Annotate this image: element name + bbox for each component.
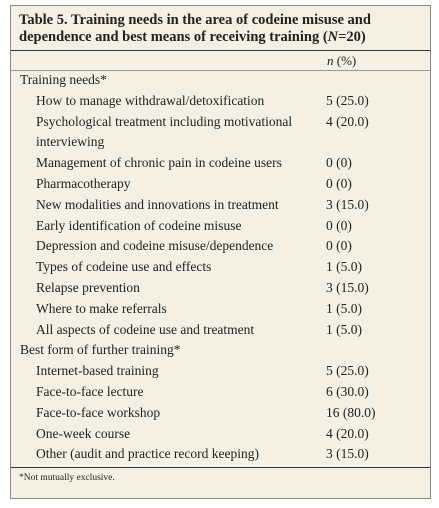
footnote: *Not mutually exclusive.: [19, 473, 115, 483]
rule: [11, 467, 430, 468]
row-label: Early identification of codeine misuse: [36, 217, 242, 233]
row-value: 0 (0): [326, 175, 352, 191]
table-row: New modalities and innovations in treatm…: [11, 195, 430, 216]
title-text: =20): [338, 29, 366, 45]
row-value: 1 (5.0): [326, 300, 362, 316]
row-label: Internet-based training: [36, 363, 159, 379]
table-title: Table 5. Training needs in the area of c…: [19, 12, 419, 46]
table-row: One-week course 4 (20.0): [11, 424, 430, 445]
table-row: Internet-based training 5 (25.0): [11, 361, 430, 382]
row-label: All aspects of codeine use and treatment: [36, 321, 255, 337]
row-value: 1 (5.0): [326, 321, 362, 337]
row-value: 3 (15.0): [326, 446, 369, 462]
row-value: 3 (15.0): [326, 196, 369, 212]
row-label: Pharmacotherapy: [36, 175, 131, 191]
table-frame: Table 5. Training needs in the area of c…: [10, 5, 431, 499]
table-row: How to manage withdrawal/detoxification 5…: [11, 91, 430, 112]
row-label: Other (audit and practice record keeping…: [36, 446, 260, 462]
row-label: Relapse prevention: [36, 279, 140, 295]
row-label: New modalities and innovations in treatm…: [36, 196, 279, 212]
row-label: Face-to-face workshop: [36, 404, 161, 420]
header-italic: n: [327, 53, 334, 68]
row-label: One-week course: [36, 425, 131, 441]
table-row: Management of chronic pain in codeine us…: [11, 153, 430, 174]
row-value: 0 (0): [326, 155, 352, 171]
title-italic: N: [327, 29, 339, 45]
table-row: Face-to-face workshop 16 (80.0): [11, 403, 430, 424]
row-label: Types of codeine use and effects: [36, 259, 212, 275]
row-value: 0 (0): [326, 217, 352, 233]
rule: [11, 50, 430, 51]
row-value: 5 (25.0): [326, 363, 369, 379]
row-value: 4 (20.0): [326, 425, 369, 441]
table-row: Depression and codeine misuse/dependence…: [11, 236, 430, 257]
row-label: Management of chronic pain in codeine us…: [36, 155, 282, 171]
table-body: Training needs* How to manage withdrawal/…: [11, 70, 430, 465]
row-value: 4 (20.0): [326, 113, 369, 129]
section-row: Training needs*: [11, 70, 430, 91]
table-row: Face-to-face lecture 6 (30.0): [11, 382, 430, 403]
row-value: 3 (15.0): [326, 279, 369, 295]
table-row: All aspects of codeine use and treatment…: [11, 320, 430, 341]
row-label: Face-to-face lecture: [36, 383, 144, 399]
section-label: Best form of further training*: [20, 342, 181, 358]
table-row: Types of codeine use and effects 1 (5.0): [11, 257, 430, 278]
row-label: Where to make referrals: [36, 300, 167, 316]
row-value: 0 (0): [326, 238, 352, 254]
table-row: Where to make referrals 1 (5.0): [11, 299, 430, 320]
table-row: Psychological treatment including motiva…: [11, 112, 430, 154]
title-text: Table 5. Training needs in the area of c…: [19, 12, 371, 45]
table-row: Other (audit and practice record keeping…: [11, 444, 430, 465]
table-row: Relapse prevention 3 (15.0): [11, 278, 430, 299]
row-label: Psychological treatment including motiva…: [36, 113, 293, 150]
row-value: 16 (80.0): [326, 404, 376, 420]
table-row: Early identification of codeine misuse 0 …: [11, 216, 430, 237]
row-value: 5 (25.0): [326, 92, 369, 108]
row-value: 1 (5.0): [326, 259, 362, 275]
rule: [11, 70, 430, 71]
section-row: Best form of further training*: [11, 340, 430, 361]
row-label: How to manage withdrawal/detoxification: [36, 92, 265, 108]
section-label: Training needs*: [20, 72, 107, 87]
table-row: Pharmacotherapy 0 (0): [11, 174, 430, 195]
header-text: (%): [333, 53, 357, 68]
row-value: 6 (30.0): [326, 383, 369, 399]
row-label: Depression and codeine misuse/dependence: [36, 238, 274, 254]
column-header: n (%): [327, 52, 356, 70]
